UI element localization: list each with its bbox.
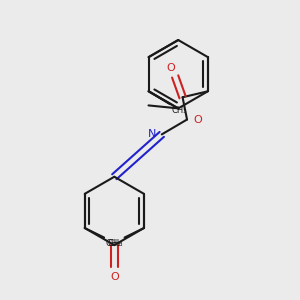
Text: CH₃: CH₃ — [107, 239, 123, 248]
Text: O: O — [194, 115, 202, 124]
Text: N: N — [148, 129, 156, 140]
Text: CH₃: CH₃ — [106, 239, 121, 248]
Text: O: O — [166, 63, 175, 73]
Text: CH₃: CH₃ — [171, 106, 187, 115]
Text: O: O — [110, 272, 119, 283]
